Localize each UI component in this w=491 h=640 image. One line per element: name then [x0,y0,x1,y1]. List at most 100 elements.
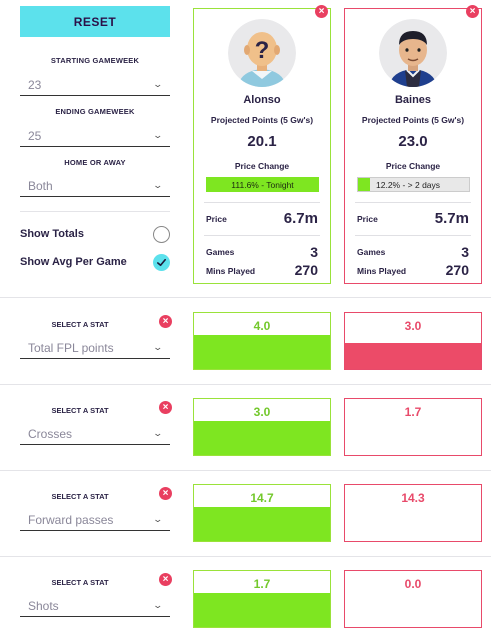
remove-player-close-icon[interactable]: × [466,5,479,18]
player-2-stat-box: 14.3 [344,484,482,542]
price-change-label: Price Change [385,161,441,171]
chevron-down-icon: ⌄ [152,514,164,524]
svg-text:?: ? [255,37,270,64]
projected-points-value: 23.0 [398,133,428,150]
price-value: 6.7m [283,210,318,227]
player-1-stat-box: 3.0 [193,398,331,456]
checkmark-icon [157,258,166,267]
projected-points-value: 20.1 [247,133,277,150]
select-stat-label: SELECT A STAT [51,492,109,501]
chevron-down-icon: ⌄ [152,600,164,610]
stat-select[interactable]: Total FPL points ⌄ [20,337,170,359]
stat-select[interactable]: Forward passes ⌄ [20,509,170,531]
games-value: 3 [310,244,318,260]
stat-value: 1.7 [404,405,422,419]
player-1-stat-box: 14.7 [193,484,331,542]
reset-button[interactable]: RESET [20,6,170,37]
ending-gameweek-label: ENDING GAMEWEEK [55,107,135,116]
price-change-fill [358,178,370,191]
remove-stat-close-icon[interactable]: × [159,401,172,414]
unknown-player-icon: ? [228,19,296,87]
price-label: Price [357,214,378,224]
divider [0,556,491,557]
divider [0,470,491,471]
starting-gameweek-value: 23 [28,77,42,92]
stat-value: 1.7 [253,577,271,591]
games-label: Games [357,247,386,257]
show-totals-radio[interactable] [153,226,170,243]
ending-gameweek-select[interactable]: 25 ⌄ [20,125,170,147]
price-change-bar: 12.2% - > 2 days [357,177,470,192]
divider [0,297,491,298]
chevron-down-icon: ⌄ [152,130,164,140]
stat-select[interactable]: Shots ⌄ [20,595,170,617]
show-avg-label: Show Avg Per Game [20,256,127,268]
mins-played-label: Mins Played [357,266,407,276]
games-label: Games [206,247,235,257]
stat-select[interactable]: Crosses ⌄ [20,423,170,445]
mins-played-value: 270 [445,262,469,278]
remove-player-close-icon[interactable]: × [315,5,328,18]
chevron-down-icon: ⌄ [152,180,164,190]
projected-points-label: Projected Points (5 Gw's) [361,115,465,125]
show-avg-radio[interactable] [153,254,170,271]
divider [355,202,471,203]
stat-select-value: Shots [28,598,59,613]
player-card-1: × ? Alonso Projected Points (5 Gw's) 20.… [193,5,331,284]
stat-value: 0.0 [404,577,422,591]
player-2-stat-box: 1.7 [344,398,482,456]
stat-value: 14.3 [401,491,425,505]
home-away-value: Both [28,178,53,193]
chevron-down-icon: ⌄ [152,79,164,89]
price-change-value: 111.6% - Tonight [231,179,294,190]
player-2-stat-box: 0.0 [344,570,482,628]
player-face-icon [379,19,447,87]
stat-value: 3.0 [253,405,271,419]
remove-stat-close-icon[interactable]: × [159,487,172,500]
player-1-stat-box: 1.7 [193,570,331,628]
stat-value: 3.0 [404,319,422,333]
divider [204,202,320,203]
stat-bar-fill [194,507,330,541]
remove-stat-close-icon[interactable]: × [159,315,172,328]
home-away-select[interactable]: Both ⌄ [20,175,170,197]
price-change-bar: 111.6% - Tonight [206,177,319,192]
games-value: 3 [461,244,469,260]
select-stat-label: SELECT A STAT [51,406,109,415]
price-value: 5.7m [434,210,469,227]
chevron-down-icon: ⌄ [152,342,164,352]
price-change-label: Price Change [234,161,290,171]
chevron-down-icon: ⌄ [152,428,164,438]
divider [20,211,170,212]
player-name: Alonso [243,94,281,106]
projected-points-label: Projected Points (5 Gw's) [210,115,314,125]
starting-gameweek-label: STARTING GAMEWEEK [50,56,140,65]
player-2-stat-box: 3.0 [344,312,482,370]
player-card-2: × Baines Projected Points (5 Gw's) 23.0 … [344,5,482,284]
player-1-stat-box: 4.0 [193,312,331,370]
divider [204,235,320,236]
price-label: Price [206,214,227,224]
stat-bar-fill [194,593,330,627]
stat-value: 4.0 [253,319,271,333]
stat-bar-fill [345,343,481,369]
stat-bar-fill [194,335,330,369]
divider [0,384,491,385]
home-away-label: HOME OR AWAY [64,158,126,167]
select-stat-label: SELECT A STAT [51,320,109,329]
stat-bar-fill [194,421,330,455]
stat-select-value: Forward passes [28,512,114,527]
ending-gameweek-value: 25 [28,128,42,143]
stat-value: 14.7 [250,491,274,505]
mins-played-value: 270 [294,262,318,278]
mins-played-label: Mins Played [206,266,256,276]
player-name: Baines [394,94,432,106]
show-totals-label: Show Totals [20,228,84,240]
stat-select-value: Crosses [28,426,73,441]
stat-select-value: Total FPL points [28,340,114,355]
price-change-value: 12.2% - > 2 days [376,179,441,190]
select-stat-label: SELECT A STAT [51,578,109,587]
starting-gameweek-select[interactable]: 23 ⌄ [20,74,170,96]
remove-stat-close-icon[interactable]: × [159,573,172,586]
divider [355,235,471,236]
